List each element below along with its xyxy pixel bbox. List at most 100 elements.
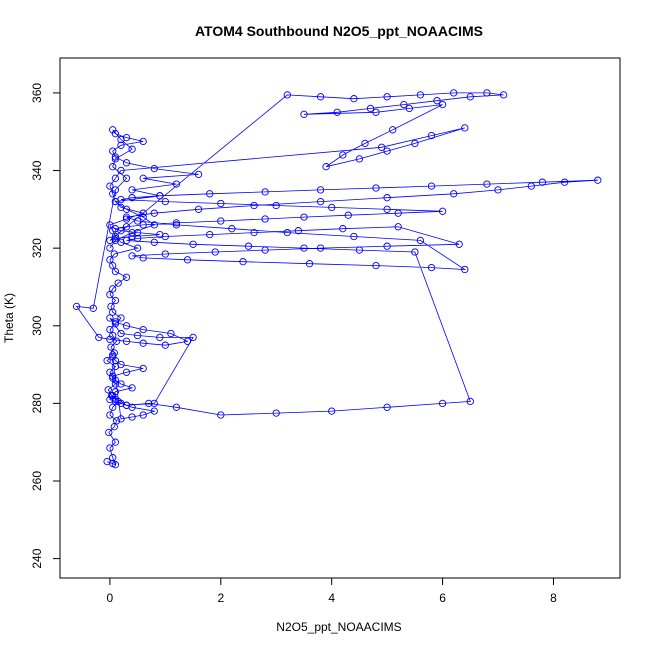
data-point <box>466 397 474 406</box>
plot-frame <box>59 57 621 579</box>
data-point <box>139 364 147 373</box>
data-point <box>111 236 120 245</box>
data-point <box>427 131 436 140</box>
y-tick-label: 280 <box>30 393 44 413</box>
data-point <box>450 89 458 97</box>
data-point <box>161 197 169 206</box>
data-point <box>206 230 214 239</box>
data-point <box>103 457 111 466</box>
data-point <box>72 302 81 311</box>
y-tick-label: 260 <box>30 471 44 491</box>
data-point <box>106 291 114 299</box>
data-point <box>95 333 103 342</box>
data-point <box>106 221 114 229</box>
data-point <box>172 180 181 188</box>
data-point <box>117 227 125 235</box>
data-point <box>183 337 192 345</box>
data-point <box>109 126 117 134</box>
data-point <box>372 184 380 192</box>
data-point <box>300 110 308 118</box>
data-point <box>122 401 131 409</box>
data-point <box>438 100 447 109</box>
data-point <box>344 211 352 219</box>
data-point <box>122 322 131 330</box>
data-point <box>128 384 136 392</box>
y-tick-label: 300 <box>30 315 44 335</box>
data-point <box>161 250 169 258</box>
data-point <box>117 415 125 423</box>
data-point <box>350 232 358 241</box>
y-tick-label: 340 <box>30 160 44 180</box>
data-point <box>128 186 136 194</box>
data-point <box>156 333 164 342</box>
data-point <box>594 176 602 184</box>
data-point <box>111 438 120 446</box>
data-point <box>103 357 111 365</box>
data-point <box>109 351 117 359</box>
y-axis: 240 260 280 300 320 340 360 <box>30 83 60 569</box>
data-point <box>172 219 181 227</box>
data-point <box>405 104 413 113</box>
y-tick-label: 320 <box>30 238 44 258</box>
data-point <box>172 403 181 411</box>
data-point <box>128 228 136 237</box>
data-point <box>109 261 117 270</box>
data-point <box>294 227 303 235</box>
x-tick-label: 4 <box>328 591 335 605</box>
data-point <box>394 209 402 217</box>
data-point <box>139 213 147 221</box>
data-point <box>117 329 125 338</box>
data-point <box>183 256 192 264</box>
data-point <box>194 170 203 179</box>
y-tick-label: 240 <box>30 548 44 568</box>
data-point <box>122 236 131 245</box>
data-point <box>189 333 197 342</box>
data-point <box>111 155 120 163</box>
data-point <box>305 260 314 268</box>
data-point <box>355 155 364 163</box>
series-connector-line <box>75 92 598 466</box>
data-point <box>111 461 120 469</box>
data-point <box>416 91 425 99</box>
data-point <box>527 182 535 190</box>
data-point <box>377 143 386 151</box>
data-point <box>283 91 291 99</box>
data-point <box>150 238 158 246</box>
data-point <box>122 337 131 345</box>
data-point <box>122 273 131 281</box>
data-point <box>461 265 469 274</box>
data-point <box>194 205 203 213</box>
data-points <box>72 89 602 469</box>
data-point <box>383 403 391 411</box>
data-point <box>111 232 120 241</box>
data-point <box>499 91 508 99</box>
y-tick-label: 360 <box>30 83 44 103</box>
data-point <box>560 178 569 186</box>
data-point <box>383 205 391 213</box>
data-point <box>109 285 117 293</box>
x-tick-label: 0 <box>107 591 114 605</box>
data-point <box>139 174 147 182</box>
data-point <box>128 413 136 421</box>
data-point <box>106 256 114 264</box>
series-line <box>75 92 598 466</box>
data-point <box>106 314 114 322</box>
data-point <box>111 380 120 388</box>
data-point <box>139 411 147 419</box>
data-point <box>156 230 164 239</box>
data-point <box>316 197 325 206</box>
data-point <box>316 93 325 101</box>
data-point <box>117 380 125 388</box>
data-point <box>494 186 502 194</box>
data-point <box>133 244 142 252</box>
data-point <box>300 244 308 252</box>
data-point <box>433 97 441 105</box>
data-point <box>300 213 308 221</box>
data-point <box>110 349 118 357</box>
data-point <box>106 411 114 419</box>
data-point <box>128 194 136 202</box>
data-point <box>217 199 225 208</box>
data-point <box>133 217 142 225</box>
data-point <box>109 190 117 198</box>
data-point <box>211 248 219 256</box>
